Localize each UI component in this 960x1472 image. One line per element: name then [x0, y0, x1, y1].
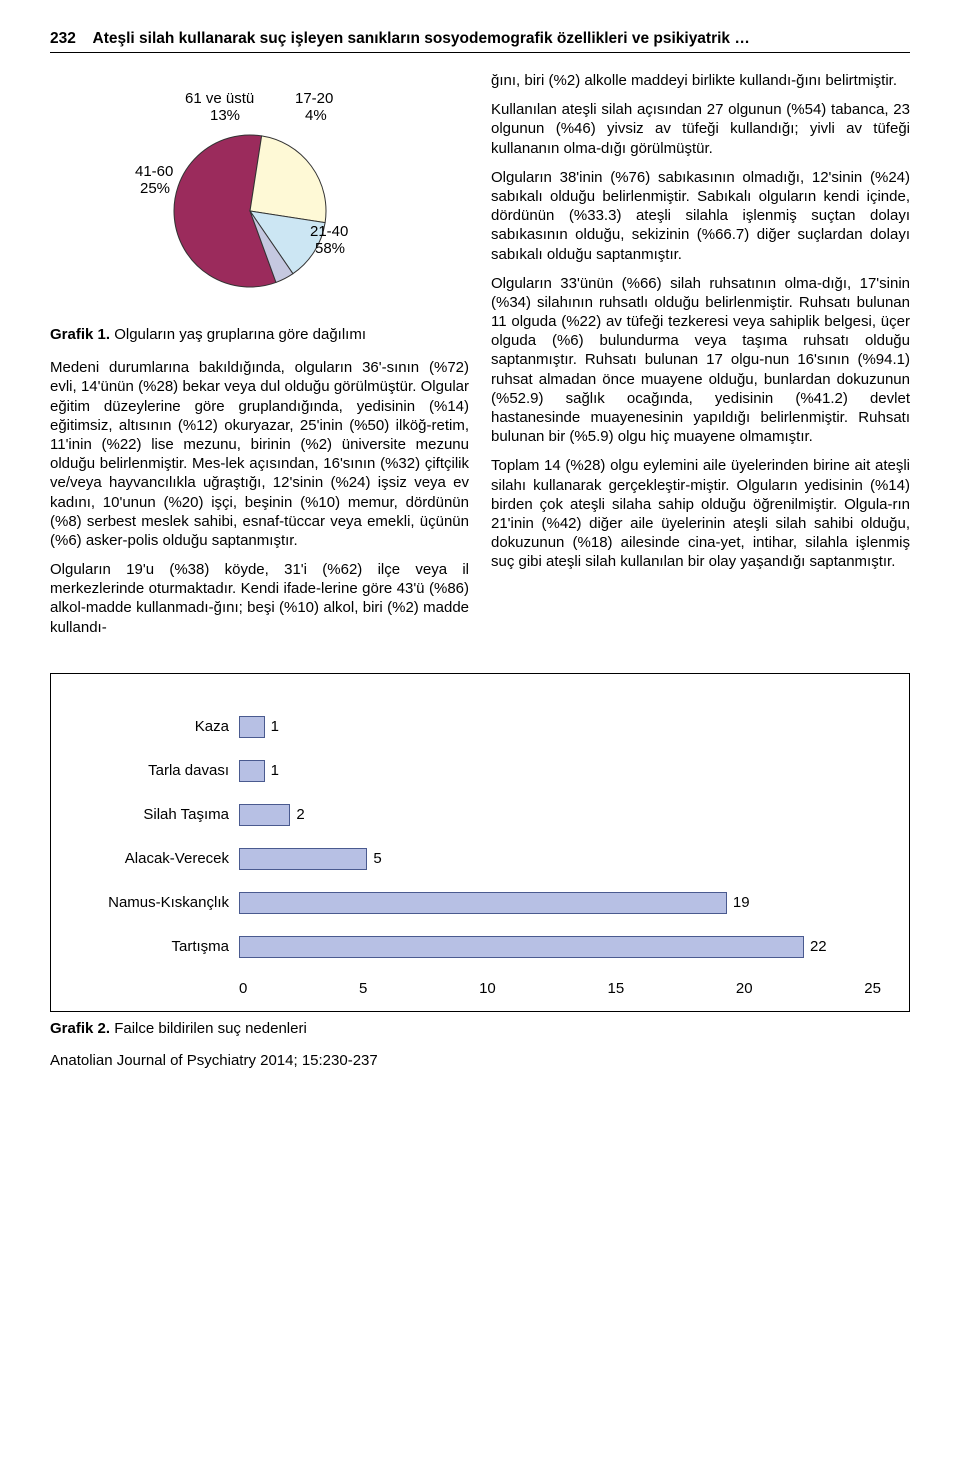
journal-line: Anatolian Journal of Psychiatry 2014; 15…: [50, 1052, 910, 1069]
bar-track: 5: [239, 848, 881, 870]
axis-ticks: 0 5 10 15 20 25: [239, 980, 881, 997]
page-number: 232: [50, 30, 76, 47]
bar-value: 2: [290, 804, 304, 826]
pie-label: 17-20: [295, 90, 333, 107]
bar-value: 22: [804, 936, 827, 958]
header-title: 232 Ateşli silah kullanarak suç işleyen …: [50, 30, 910, 52]
bar-value: 1: [265, 760, 279, 782]
bar-fill: [239, 804, 290, 826]
left-para-0: Medeni durumlarına bakıldığında, olgular…: [50, 358, 469, 550]
bar-value: 1: [265, 716, 279, 738]
bar-fill: [239, 716, 265, 738]
two-column-body: 21-40 58% 41-60 25% 61 ve üstü 13% 17-20…: [50, 71, 910, 647]
bar-row: Silah Taşıma 2: [79, 804, 881, 826]
bar-chart: Kaza 1 Tarla davası 1 Silah Taşıma 2 Alacak-Ve…: [50, 673, 910, 1012]
pie-label: 4%: [305, 107, 327, 124]
right-para-4: Toplam 14 (%28) olgu eylemini aile üyele…: [491, 456, 910, 571]
bar-axis: 0 5 10 15 20 25: [79, 980, 881, 997]
right-para-1: Kullanılan ateşli silah açısından 27 olg…: [491, 100, 910, 158]
pie-caption: Grafik 1. Olguların yaş gruplarına göre …: [50, 325, 469, 344]
bar-label: Tartışma: [79, 938, 239, 955]
bar-row: Namus-Kıskançlık 19: [79, 892, 881, 914]
pie-label: 61 ve üstü: [185, 90, 254, 107]
axis-tick: 15: [607, 980, 624, 997]
bar-caption: Grafik 2. Failce bildirilen suç nedenler…: [50, 1020, 910, 1037]
running-title: Ateşli silah kullanarak suç işleyen sanı…: [93, 30, 750, 47]
axis-tick: 20: [736, 980, 753, 997]
pie-label: 25%: [140, 180, 170, 197]
right-column: ğını, biri (%2) alkolle maddeyi birlikte…: [491, 71, 910, 647]
bar-fill: [239, 848, 367, 870]
axis-tick: 10: [479, 980, 496, 997]
left-para-1: Olguların 19'u (%38) köyde, 31'i (%62) i…: [50, 560, 469, 637]
bar-row: Tartışma 22: [79, 936, 881, 958]
bar-row: Tarla davası 1: [79, 760, 881, 782]
pie-caption-prefix: Grafik 1.: [50, 326, 110, 343]
right-para-3: Olguların 33'ünün (%66) silah ruhsatının…: [491, 274, 910, 447]
right-para-0: ğını, biri (%2) alkolle maddeyi birlikte…: [491, 71, 910, 90]
pie-caption-text: Olguların yaş gruplarına göre dağılımı: [114, 326, 366, 343]
bar-fill: [239, 892, 727, 914]
axis-tick: 25: [864, 980, 881, 997]
pie-svg: 21-40 58% 41-60 25% 61 ve üstü 13% 17-20…: [80, 81, 400, 311]
bar-label: Alacak-Verecek: [79, 850, 239, 867]
pie-label: 13%: [210, 107, 240, 124]
bar-label: Silah Taşıma: [79, 806, 239, 823]
bar-label: Tarla davası: [79, 762, 239, 779]
bar-row: Alacak-Verecek 5: [79, 848, 881, 870]
bar-row: Kaza 1: [79, 716, 881, 738]
header: 232 Ateşli silah kullanarak suç işleyen …: [50, 30, 910, 53]
right-para-2: Olguların 38'inin (%76) sabıkasının olma…: [491, 168, 910, 264]
pie-chart: 21-40 58% 41-60 25% 61 ve üstü 13% 17-20…: [80, 81, 469, 311]
bar-label: Namus-Kıskançlık: [79, 894, 239, 911]
pie-label: 58%: [315, 240, 345, 257]
bar-track: 1: [239, 760, 881, 782]
left-column: 21-40 58% 41-60 25% 61 ve üstü 13% 17-20…: [50, 71, 469, 647]
page-root: 232 Ateşli silah kullanarak suç işleyen …: [0, 0, 960, 1124]
axis-tick: 5: [359, 980, 367, 997]
pie-label: 21-40: [310, 223, 348, 240]
axis-tick: 0: [239, 980, 247, 997]
bar-track: 19: [239, 892, 881, 914]
bar-fill: [239, 936, 804, 958]
bar-caption-prefix: Grafik 2.: [50, 1020, 110, 1037]
bar-fill: [239, 760, 265, 782]
bar-value: 5: [367, 848, 381, 870]
bar-caption-text: Failce bildirilen suç nedenleri: [114, 1020, 307, 1037]
bar-track: 22: [239, 936, 881, 958]
bar-rows: Kaza 1 Tarla davası 1 Silah Taşıma 2 Alacak-Ve…: [79, 716, 881, 958]
pie-label: 41-60: [135, 163, 173, 180]
bar-label: Kaza: [79, 718, 239, 735]
bar-track: 2: [239, 804, 881, 826]
bar-value: 19: [727, 892, 750, 914]
bar-track: 1: [239, 716, 881, 738]
